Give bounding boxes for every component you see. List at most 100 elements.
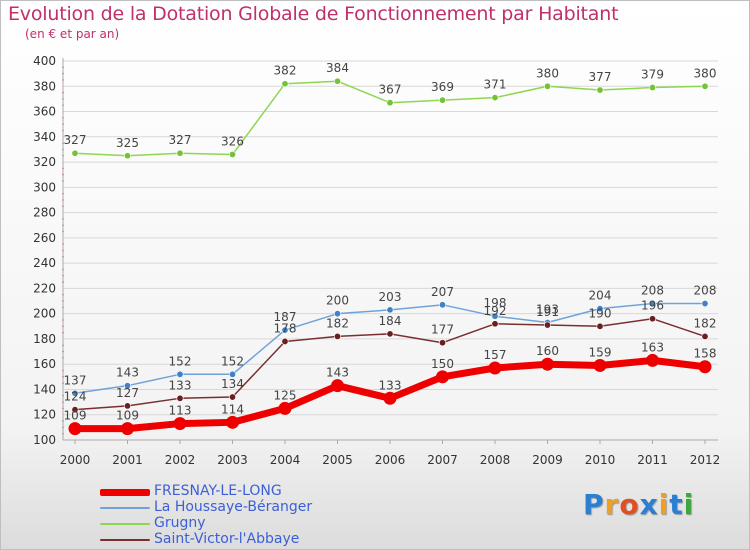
data-label-grugny: 326 [221, 134, 244, 148]
data-label-saint-victor-l-abbaye: 182 [326, 316, 349, 330]
data-point-grugny [124, 152, 132, 160]
y-tick-label: 120 [33, 408, 56, 422]
data-label-grugny: 377 [589, 70, 612, 84]
data-label-fresnay-le-long: 125 [274, 388, 297, 402]
data-label-fresnay-le-long: 159 [589, 345, 612, 359]
data-label-fresnay-le-long: 109 [64, 409, 87, 423]
label-layer: 327 325 327 326 382 384 367 369 371 380 377 379 380 1… [64, 61, 717, 422]
data-point-saint-victor-l-abbaye [71, 406, 79, 414]
data-label-grugny: 380 [694, 66, 717, 80]
data-label-grugny: 367 [379, 83, 402, 97]
y-tick-label: 140 [33, 382, 56, 396]
logo-letter: i [683, 488, 695, 521]
data-label-grugny: 327 [64, 133, 87, 147]
data-label-saint-victor-l-abbaye: 190 [589, 306, 612, 320]
data-label-fresnay-le-long: 143 [326, 366, 349, 380]
y-tick-label: 100 [33, 433, 56, 447]
data-label-saint-victor-l-abbaye: 124 [64, 390, 87, 404]
data-point-saint-victor-l-abbaye [386, 330, 394, 338]
data-point-fresnay-le-long [121, 422, 134, 436]
data-label-la-houssaye-b-ranger: 200 [326, 294, 349, 308]
data-label-saint-victor-l-abbaye: 182 [694, 316, 717, 330]
data-point-saint-victor-l-abbaye [333, 332, 341, 340]
data-point-saint-victor-l-abbaye [229, 393, 237, 401]
data-label-grugny: 384 [326, 61, 349, 75]
data-point-la-houssaye-b-ranger [71, 389, 79, 397]
data-point-fresnay-le-long [278, 401, 292, 415]
data-label-la-houssaye-b-ranger: 198 [484, 296, 507, 310]
chart-subtitle: (en € et par an) [25, 27, 120, 41]
x-tick-label: 2006 [375, 453, 406, 467]
data-point-grugny [386, 99, 394, 107]
data-point-saint-victor-l-abbaye [596, 322, 604, 330]
data-label-fresnay-le-long: 158 [694, 347, 717, 361]
data-label-la-houssaye-b-ranger: 152 [221, 354, 244, 368]
data-label-saint-victor-l-abbaye: 177 [431, 323, 454, 337]
y-tick-label: 300 [33, 180, 56, 194]
data-point-saint-victor-l-abbaye [281, 337, 289, 345]
y-tick-label: 180 [33, 332, 56, 346]
data-label-fresnay-le-long: 133 [379, 378, 402, 392]
logo-letter: r [604, 488, 620, 521]
y-tick-label: 380 [33, 79, 56, 93]
data-point-saint-victor-l-abbaye [176, 394, 184, 402]
x-tick-label: 2007 [427, 453, 458, 467]
data-label-la-houssaye-b-ranger: 208 [694, 284, 717, 298]
x-tick-label: 2011 [637, 453, 668, 467]
data-point-fresnay-le-long [541, 357, 554, 371]
data-point-fresnay-le-long [68, 422, 82, 436]
y-tick-label: 280 [33, 206, 56, 220]
x-tick-label: 2003 [217, 453, 248, 467]
legend-label: FRESNAY-LE-LONG [154, 483, 282, 499]
line-chart: 100 120 140 160 180 200 220 240 260 280 300 320 340 3… [33, 54, 721, 467]
logo-letter: o [619, 488, 640, 521]
legend-swatch [100, 507, 150, 509]
data-label-la-houssaye-b-ranger: 193 [536, 303, 559, 317]
logo-letter: t [669, 488, 684, 521]
data-point-grugny [596, 86, 604, 94]
data-point-la-houssaye-b-ranger [176, 370, 184, 378]
data-label-la-houssaye-b-ranger: 203 [379, 290, 402, 304]
data-label-saint-victor-l-abbaye: 184 [379, 314, 402, 328]
data-point-grugny [491, 94, 499, 102]
data-point-saint-victor-l-abbaye [648, 315, 656, 323]
data-point-fresnay-le-long [226, 415, 239, 429]
data-label-saint-victor-l-abbaye: 178 [274, 321, 297, 335]
x-tick-label: 2012 [690, 453, 721, 467]
series-layer [68, 77, 712, 436]
data-point-grugny [71, 149, 79, 157]
data-label-la-houssaye-b-ranger: 152 [169, 354, 192, 368]
data-point-la-houssaye-b-ranger [333, 310, 341, 318]
legend-label: Grugny [154, 515, 206, 531]
y-tick-label: 320 [33, 155, 56, 169]
data-point-grugny [229, 150, 237, 158]
data-label-saint-victor-l-abbaye: 196 [641, 299, 664, 313]
data-point-fresnay-le-long [173, 417, 187, 431]
data-label-la-houssaye-b-ranger: 137 [64, 373, 87, 387]
logo-letter: P [583, 488, 605, 521]
data-label-fresnay-le-long: 109 [116, 409, 139, 423]
data-label-grugny: 327 [169, 133, 192, 147]
legend-swatch [100, 539, 150, 541]
data-point-fresnay-le-long [331, 379, 344, 393]
data-point-fresnay-le-long [488, 361, 502, 375]
data-label-la-houssaye-b-ranger: 143 [116, 366, 139, 380]
data-point-la-houssaye-b-ranger [491, 312, 499, 320]
data-point-la-houssaye-b-ranger [701, 300, 709, 308]
y-tick-label: 360 [33, 105, 56, 119]
data-point-grugny [648, 84, 656, 92]
y-tick-label: 160 [33, 357, 56, 371]
x-tick-label: 2002 [165, 453, 196, 467]
data-label-grugny: 380 [536, 66, 559, 80]
data-point-grugny [438, 96, 446, 104]
data-label-fresnay-le-long: 113 [169, 404, 192, 418]
data-label-fresnay-le-long: 160 [536, 344, 559, 358]
data-label-la-houssaye-b-ranger: 204 [589, 289, 612, 303]
data-label-fresnay-le-long: 150 [431, 357, 454, 371]
data-label-grugny: 325 [116, 136, 139, 150]
data-point-la-houssaye-b-ranger [438, 301, 446, 309]
y-tick-label: 340 [33, 130, 56, 144]
y-tick-label: 260 [33, 231, 56, 245]
data-label-fresnay-le-long: 163 [641, 340, 664, 354]
